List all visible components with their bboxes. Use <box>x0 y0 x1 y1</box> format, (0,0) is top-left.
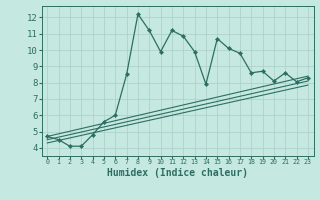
X-axis label: Humidex (Indice chaleur): Humidex (Indice chaleur) <box>107 168 248 178</box>
